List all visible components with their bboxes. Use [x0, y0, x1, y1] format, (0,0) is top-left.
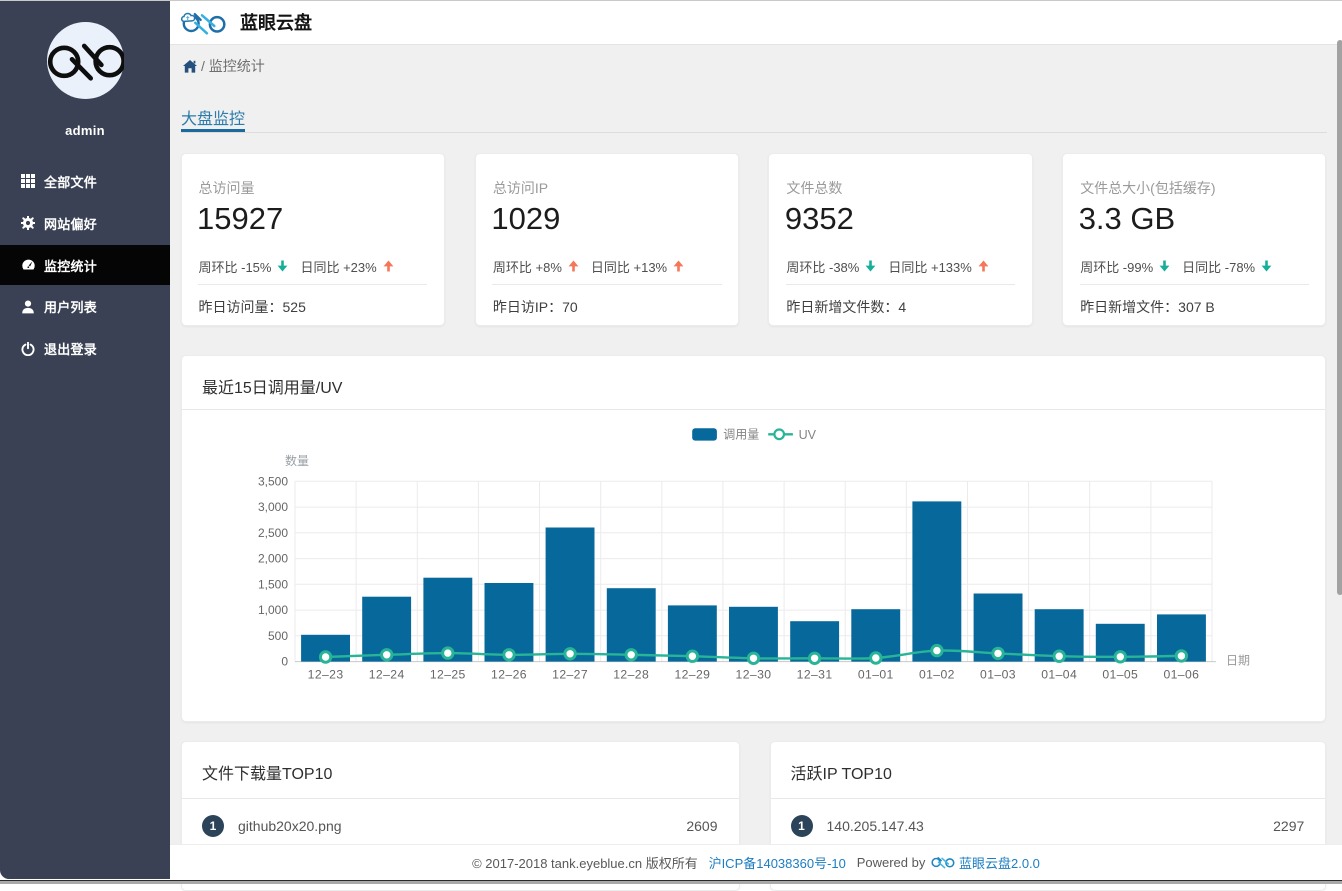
svg-text:12–30: 12–30	[736, 668, 772, 682]
svg-text:12–31: 12–31	[797, 668, 833, 682]
svg-text:01–06: 01–06	[1163, 668, 1199, 682]
svg-text:12–26: 12–26	[491, 668, 527, 682]
svg-text:12–28: 12–28	[613, 668, 649, 682]
svg-text:01–05: 01–05	[1102, 668, 1138, 682]
svg-text:3,000: 3,000	[258, 500, 288, 514]
svg-text:12–27: 12–27	[552, 668, 588, 682]
svg-text:3,500: 3,500	[258, 474, 288, 488]
svg-text:调用量: 调用量	[723, 428, 759, 442]
svg-text:数量: 数量	[285, 453, 309, 468]
svg-text:0: 0	[281, 655, 288, 669]
svg-text:12–29: 12–29	[674, 668, 710, 682]
svg-text:12–23: 12–23	[308, 668, 344, 682]
svg-text:UV: UV	[799, 428, 817, 442]
svg-text:01–04: 01–04	[1041, 668, 1077, 682]
svg-text:1,500: 1,500	[258, 577, 288, 591]
svg-text:12–24: 12–24	[369, 668, 405, 682]
svg-text:01–01: 01–01	[858, 668, 894, 682]
svg-text:2,500: 2,500	[258, 526, 288, 540]
svg-text:12–25: 12–25	[430, 668, 466, 682]
svg-text:日期: 日期	[1226, 654, 1250, 668]
svg-text:500: 500	[268, 629, 288, 643]
svg-text:2,000: 2,000	[258, 552, 288, 566]
svg-text:1,000: 1,000	[258, 603, 288, 617]
svg-text:01–03: 01–03	[980, 668, 1016, 682]
svg-text:01–02: 01–02	[919, 668, 955, 682]
